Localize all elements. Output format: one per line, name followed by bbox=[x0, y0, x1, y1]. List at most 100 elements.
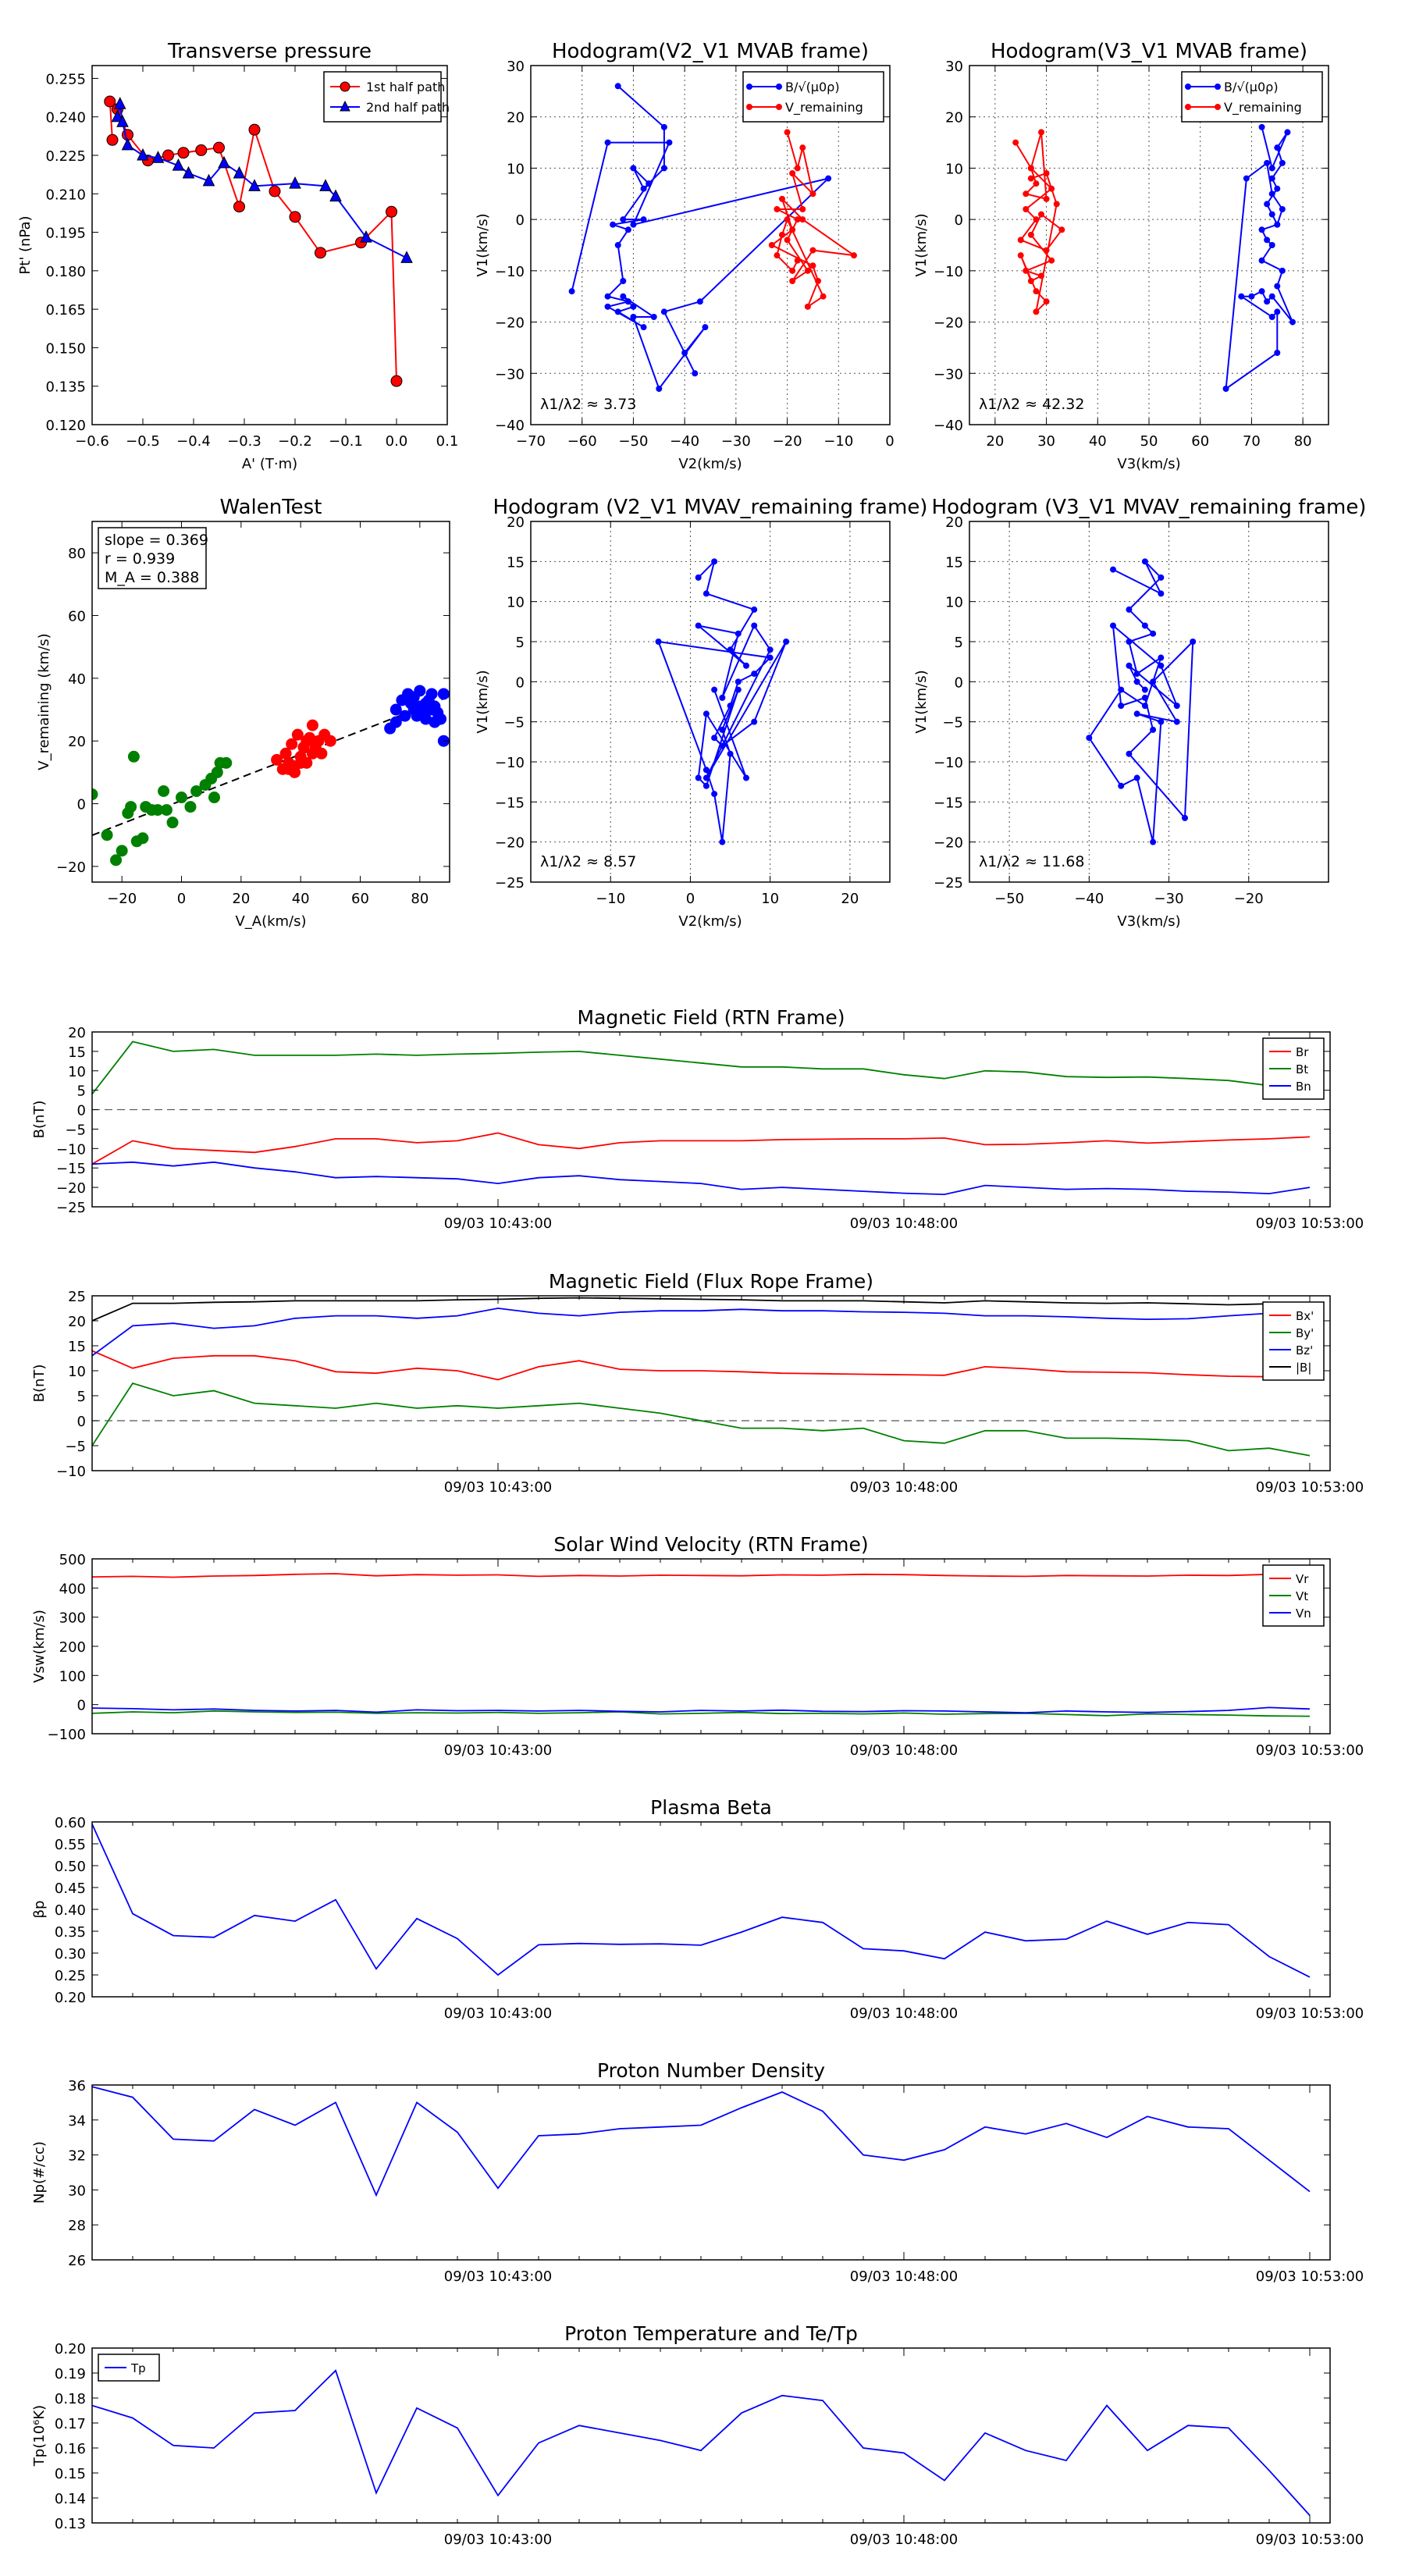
x-tick-label: 09/03 10:48:00 bbox=[850, 1215, 958, 1232]
x-tick-label: −40 bbox=[670, 433, 699, 450]
legend-marker bbox=[776, 84, 782, 90]
chart-hodo3: Hodogram (V2_V1 MVAV_remaining frame) −25… bbox=[475, 496, 927, 930]
data-point bbox=[283, 763, 295, 775]
x-tick-label: −70 bbox=[516, 433, 546, 450]
series-line bbox=[92, 1308, 1311, 1357]
y-tick-label: 0 bbox=[955, 212, 963, 229]
data-point bbox=[696, 298, 703, 305]
x-tick-label: 09/03 10:48:00 bbox=[850, 2005, 958, 2022]
data-point bbox=[1150, 726, 1157, 733]
data-point bbox=[779, 195, 785, 202]
legend-label: B/√(μ0ρ) bbox=[785, 80, 840, 94]
data-point bbox=[1043, 195, 1050, 202]
data-point bbox=[1110, 622, 1116, 629]
data-point bbox=[727, 646, 734, 653]
legend-box bbox=[1262, 1301, 1325, 1381]
data-point bbox=[1133, 710, 1140, 717]
data-point bbox=[735, 630, 742, 637]
series-line bbox=[92, 1823, 1311, 1978]
data-point bbox=[1248, 293, 1255, 300]
data-point bbox=[743, 662, 749, 669]
x-tick-label: 09/03 10:53:00 bbox=[1256, 1215, 1364, 1232]
data-point bbox=[1141, 622, 1148, 629]
x-tick-label: 30 bbox=[1037, 433, 1055, 450]
data-point bbox=[1012, 139, 1019, 146]
data-point bbox=[1158, 590, 1165, 597]
data-point bbox=[190, 785, 203, 797]
y-tick-label: −20 bbox=[495, 835, 525, 852]
data-point bbox=[804, 303, 811, 310]
series-line bbox=[92, 2369, 1311, 2517]
legend-marker bbox=[1215, 104, 1221, 110]
data-point bbox=[727, 750, 734, 757]
data-point bbox=[1274, 144, 1281, 151]
y-tick-label: 25 bbox=[68, 1289, 86, 1305]
data-point bbox=[711, 686, 718, 693]
y-tick-label: 10 bbox=[68, 1064, 86, 1080]
legend-label: Vt bbox=[1296, 1589, 1308, 1603]
data-point bbox=[1043, 298, 1050, 305]
data-point bbox=[1038, 129, 1044, 136]
ratio-annotation: λ1/λ2 ≈ 8.57 bbox=[540, 853, 636, 870]
y-axis-label: V1(km/s) bbox=[913, 213, 930, 276]
data-point bbox=[1027, 231, 1034, 238]
series-Bn bbox=[92, 1161, 1311, 1196]
data-point bbox=[735, 678, 742, 685]
x-tick-label: −20 bbox=[107, 891, 137, 907]
stats-line: slope = 0.369 bbox=[105, 532, 208, 549]
data-point bbox=[1264, 159, 1271, 166]
data-point bbox=[1284, 129, 1291, 136]
series-line bbox=[92, 1573, 1311, 1578]
y-tick-label: 0 bbox=[516, 674, 525, 691]
data-point bbox=[1133, 678, 1140, 685]
y-tick-label: 0.17 bbox=[55, 2416, 86, 2432]
x-tick-label: 09/03 10:48:00 bbox=[850, 2532, 958, 2548]
data-point bbox=[1141, 703, 1148, 710]
data-point bbox=[751, 671, 758, 678]
series-line bbox=[92, 1382, 1311, 1457]
data-point bbox=[624, 226, 631, 233]
data-point bbox=[160, 804, 173, 817]
y-tick-label: 0 bbox=[77, 797, 86, 813]
data-point bbox=[110, 854, 123, 866]
series-Bz' bbox=[92, 1308, 1311, 1357]
data-point bbox=[182, 165, 195, 179]
chart-hodo2: Hodogram(V3_V1 MVAB frame) −40 −30 −20 −10 0 1… bbox=[913, 40, 1329, 472]
legend-label: Tp bbox=[130, 2361, 146, 2375]
data-point bbox=[1033, 288, 1040, 295]
data-point bbox=[1043, 247, 1050, 254]
data-point bbox=[1268, 211, 1275, 218]
y-tick-label: −20 bbox=[934, 835, 963, 852]
y-tick-label: 26 bbox=[68, 2253, 86, 2269]
data-point bbox=[1274, 221, 1281, 228]
data-point bbox=[768, 242, 775, 248]
data-point bbox=[719, 742, 726, 749]
y-tick-label: −30 bbox=[495, 366, 525, 382]
data-point bbox=[1033, 308, 1040, 315]
series-group-2 bbox=[271, 719, 336, 778]
data-point bbox=[702, 324, 709, 331]
y-tick-label: 0.60 bbox=[55, 1815, 86, 1831]
data-point bbox=[315, 247, 326, 259]
data-point bbox=[711, 735, 718, 742]
legend-label: Bt bbox=[1296, 1062, 1308, 1076]
legend-box bbox=[1181, 71, 1323, 123]
series-Vn bbox=[92, 1706, 1311, 1714]
y-tick-label: 20 bbox=[945, 110, 963, 126]
chart-title: Magnetic Field (Flux Rope Frame) bbox=[549, 1270, 873, 1293]
data-point bbox=[1086, 735, 1093, 742]
y-axis-label: V1(km/s) bbox=[475, 670, 491, 733]
series-Bt bbox=[92, 1041, 1311, 1095]
y-tick-label: 10 bbox=[945, 161, 963, 177]
y-tick-label: −10 bbox=[934, 264, 963, 280]
y-tick-label: 100 bbox=[59, 1668, 86, 1685]
x-tick-label: 09/03 10:48:00 bbox=[850, 1479, 958, 1496]
series-Tp bbox=[92, 2369, 1311, 2517]
x-tick-label: 20 bbox=[841, 891, 859, 907]
data-point bbox=[271, 753, 283, 766]
y-tick-label: −20 bbox=[56, 1180, 86, 1197]
data-point bbox=[1023, 190, 1030, 197]
data-point bbox=[1173, 703, 1180, 710]
y-tick-label: 5 bbox=[77, 1389, 86, 1405]
data-point bbox=[400, 251, 413, 263]
